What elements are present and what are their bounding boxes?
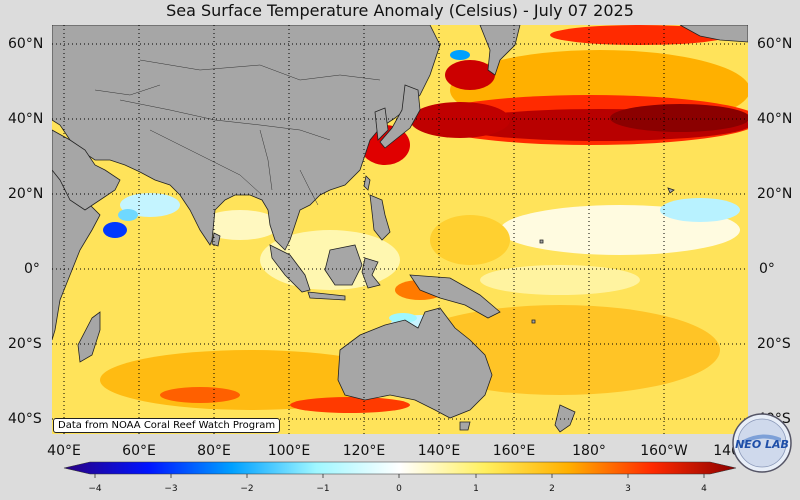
lon-label: 80°E xyxy=(197,443,231,459)
lon-label: 120°E xyxy=(342,443,386,459)
arabian-peninsula xyxy=(52,129,121,211)
new-guinea xyxy=(409,274,501,319)
lon-label: 160°W xyxy=(640,443,688,459)
lon-label: 140°E xyxy=(417,443,461,459)
colorbar-ticks xyxy=(94,474,705,478)
neo-lab-logo: NEO LAB xyxy=(732,413,792,473)
colorbar-tick-label: 1 xyxy=(473,484,479,494)
data-credit: Data from NOAA Coral Reef Watch Program xyxy=(53,418,281,433)
lon-label: 60°E xyxy=(122,443,156,459)
colorbar-tick-label: 3 xyxy=(625,484,631,494)
lat-label-right: 20°S xyxy=(757,336,791,352)
madagascar xyxy=(77,311,101,363)
map-area xyxy=(52,25,748,434)
tasmania xyxy=(459,421,471,431)
philippines xyxy=(369,194,391,241)
colorbar-tick-label: 0 xyxy=(396,484,402,494)
country-borders xyxy=(94,59,381,206)
pacific-islands xyxy=(531,187,675,324)
lat-label-left: 40°S xyxy=(8,411,42,427)
lat-label-right: 20°N xyxy=(757,186,793,202)
colorbar-tick-label: −3 xyxy=(164,484,178,494)
taiwan xyxy=(363,175,371,191)
lat-label-left: 40°N xyxy=(8,111,44,127)
borneo xyxy=(324,244,363,286)
lat-label-right: 40°N xyxy=(757,111,793,127)
colorbar-tick-label: −2 xyxy=(240,484,254,494)
lat-label-left: 20°N xyxy=(8,186,44,202)
land-masses xyxy=(52,25,748,433)
lon-label: 100°E xyxy=(267,443,311,459)
svg-text:NEO LAB: NEO LAB xyxy=(735,438,789,451)
lat-label-left: 60°N xyxy=(8,36,44,52)
lon-label: 180° xyxy=(572,443,606,459)
sumatra xyxy=(269,244,311,293)
korea xyxy=(374,107,389,141)
lat-label-left: 0° xyxy=(24,261,40,277)
lat-label-left: 20°S xyxy=(8,336,42,352)
lat-label-right: 0° xyxy=(759,261,775,277)
lon-label: 160°E xyxy=(492,443,536,459)
sri-lanka xyxy=(211,232,221,247)
colorbar-tick-label: 2 xyxy=(549,484,555,494)
kamchatka xyxy=(479,25,521,76)
page-title: Sea Surface Temperature Anomaly (Celsius… xyxy=(166,1,634,20)
colorbar-tick-label: −1 xyxy=(316,484,330,494)
colorbar-bar xyxy=(63,461,737,475)
colorbar-tick-label: 4 xyxy=(701,484,707,494)
australia xyxy=(337,307,493,419)
colorbar-tick-label: −4 xyxy=(88,484,102,494)
colorbar xyxy=(63,461,737,478)
alaska xyxy=(679,25,748,43)
lat-label-right: 60°N xyxy=(757,36,793,52)
java xyxy=(307,291,346,301)
lon-label: 40°E xyxy=(47,443,81,459)
sulawesi xyxy=(361,257,381,289)
